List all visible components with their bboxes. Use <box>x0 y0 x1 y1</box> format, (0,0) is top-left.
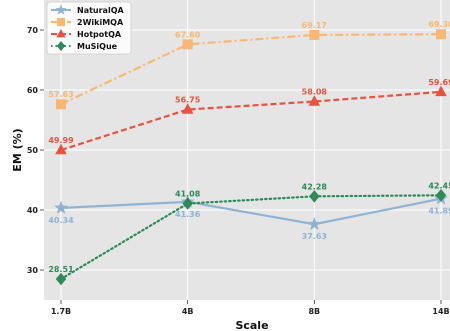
x-tick-label: 4B <box>182 307 194 316</box>
y-tick-label: 70 <box>27 26 39 35</box>
data-point-hotpotqa <box>435 85 447 97</box>
legend-label: NaturalQA <box>77 6 125 15</box>
data-label: 69.30 <box>428 20 450 29</box>
y-tick-label: 60 <box>27 86 39 95</box>
series-layer <box>54 29 448 286</box>
data-label: 41.36 <box>175 210 201 219</box>
x-tick-label: 14B <box>432 307 449 316</box>
data-point-2wikimqa <box>56 99 66 110</box>
data-label: 67.60 <box>175 30 201 39</box>
data-label: 37.63 <box>302 232 327 241</box>
data-label: 28.51 <box>48 265 74 274</box>
y-ticks: 30 40 50 60 70 <box>27 26 44 275</box>
data-label: 56.75 <box>175 96 201 105</box>
data-label: 41.89 <box>428 207 450 216</box>
legend-label: MuSiQue <box>77 42 118 51</box>
legend-marker-musique <box>56 41 66 51</box>
data-point-2wikimqa <box>436 29 446 40</box>
data-label: 59.69 <box>428 78 450 87</box>
data-point-2wikimqa <box>309 29 320 40</box>
y-tick-label: 50 <box>27 146 39 155</box>
series-line-musique <box>59 194 443 281</box>
legend-label: 2WikiMQA <box>77 18 124 27</box>
data-point-musique <box>55 272 67 286</box>
data-point-naturalqa <box>307 216 322 231</box>
data-point-naturalqa <box>54 200 68 214</box>
legend-box <box>46 1 132 55</box>
y-tick-label: 40 <box>27 206 39 215</box>
y-tick-label: 30 <box>27 266 39 275</box>
series-line-hotpotqa <box>60 90 442 152</box>
x-axis-label: Scale <box>235 319 268 331</box>
data-point-musique <box>435 189 447 202</box>
data-point-hotpotqa <box>308 95 321 106</box>
legend-marker-hotpotqa <box>56 29 66 38</box>
legend-label: HotpotQA <box>77 30 122 39</box>
data-point-musique <box>309 190 320 203</box>
legend: NaturalQA 2WikiMQA HotpotQA MuSiQue <box>46 1 132 55</box>
x-tick-label: 8B <box>308 307 320 316</box>
y-axis-label: EM (%) <box>11 128 24 171</box>
data-labels-layer: 40.34 41.36 37.63 41.89 57.63 67.60 69.17 69.30… <box>48 20 450 274</box>
legend-marker-naturalqa <box>55 4 67 15</box>
x-ticks: 1.7B 4B 8B 14B <box>51 300 450 316</box>
data-point-2wikimqa <box>182 39 193 50</box>
data-label: 58.08 <box>302 88 328 97</box>
data-point-hotpotqa <box>55 143 67 155</box>
data-label: 40.34 <box>48 216 74 225</box>
data-point-hotpotqa <box>181 103 194 114</box>
series-line-2wikimqa <box>60 33 442 106</box>
data-label: 41.08 <box>175 190 201 199</box>
data-point-musique <box>182 197 193 210</box>
data-label: 49.99 <box>48 136 74 145</box>
data-label: 42.28 <box>302 182 328 191</box>
x-tick-label: 1.7B <box>51 307 71 316</box>
legend-marker-2wikimqa <box>57 18 65 26</box>
data-label: 42.45 <box>428 181 450 190</box>
data-label: 69.17 <box>302 21 327 30</box>
data-label: 57.63 <box>48 90 73 99</box>
series-line-naturalqa <box>60 197 442 226</box>
